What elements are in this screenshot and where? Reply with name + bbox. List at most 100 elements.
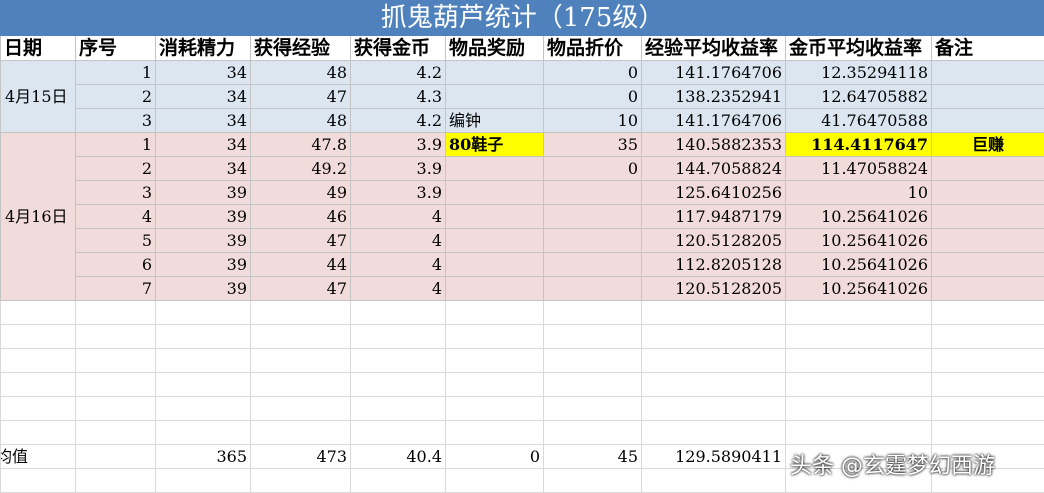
cell: 144.7058824 (641, 156, 786, 181)
empty-cell (75, 468, 156, 493)
cell: 0 (543, 60, 642, 85)
cell: 112.8205128 (641, 252, 786, 277)
empty-cell (785, 372, 932, 397)
cell: 117.9487179 (641, 204, 786, 229)
cell: 10.25641026 (785, 276, 932, 301)
cell: 2 (75, 84, 156, 109)
cell (930, 84, 1044, 109)
cell: 12.35294118 (785, 60, 932, 85)
cell: 6 (75, 252, 156, 277)
empty-cell (0, 396, 76, 421)
cell: 138.2352941 (641, 84, 786, 109)
title-row: 抓鬼葫芦统计（175级） (0, 0, 1044, 36)
cell (543, 180, 642, 205)
empty-cell (0, 300, 76, 325)
cell (75, 444, 156, 469)
cell: 120.5128205 (641, 228, 786, 253)
data-row: 2 34 47 4.3 0 138.2352941 12.64705882 (1, 84, 1044, 109)
cell: 3.9 (350, 156, 446, 181)
empty-cell (0, 348, 76, 373)
cell: 34 (155, 108, 251, 133)
empty-row (0, 348, 1044, 373)
cell: 3.9 (350, 180, 446, 205)
data-row: 2 34 49.2 3.9 0 144.7058824 11.47058824 (1, 156, 1044, 181)
cell: 47 (250, 228, 351, 253)
header-cell: 备注 (930, 35, 1044, 61)
empty-row (0, 468, 1044, 493)
empty-cell (445, 324, 544, 349)
cell: 41.76470588 (785, 108, 932, 133)
cell: 120.5128205 (641, 276, 786, 301)
empty-cell (930, 420, 1044, 445)
empty-cell (350, 372, 446, 397)
cell: 1 (75, 60, 156, 85)
cell: 10.25641026 (785, 204, 932, 229)
header-cell: 日期 (0, 35, 76, 61)
empty-cell (0, 324, 76, 349)
cell (930, 444, 1044, 469)
cell (445, 252, 544, 277)
empty-row (0, 420, 1044, 445)
cell (543, 276, 642, 301)
empty-cell (785, 324, 932, 349)
empty-cell (785, 348, 932, 373)
empty-cell (543, 348, 642, 373)
empty-cell (641, 396, 786, 421)
cell: 4 (350, 228, 446, 253)
cell: 34 (155, 132, 251, 157)
empty-cell (543, 300, 642, 325)
cell: 141.1764706 (641, 108, 786, 133)
cell: 141.1764706 (641, 60, 786, 85)
cell (445, 84, 544, 109)
empty-cell (0, 468, 76, 493)
empty-cell (930, 324, 1044, 349)
cell (543, 204, 642, 229)
empty-cell (641, 348, 786, 373)
data-row: 4 39 46 4 117.9487179 10.25641026 (1, 204, 1044, 229)
cell: 47 (250, 276, 351, 301)
empty-row (0, 324, 1044, 349)
cell: 34 (155, 156, 251, 181)
date-cell: 4月15日 (0, 60, 76, 133)
cell (930, 60, 1044, 85)
cell (445, 156, 544, 181)
cell: 巨赚 (930, 132, 1044, 157)
empty-cell (350, 324, 446, 349)
cell: 39 (155, 252, 251, 277)
cell: 39 (155, 276, 251, 301)
header-cell: 金币平均收益率 (785, 35, 932, 61)
empty-cell (350, 420, 446, 445)
empty-row (0, 372, 1044, 397)
empty-cell (75, 300, 156, 325)
empty-cell (155, 324, 251, 349)
cell (930, 228, 1044, 253)
empty-cell (75, 324, 156, 349)
cell (785, 444, 932, 469)
empty-cell (155, 468, 251, 493)
cell: 3.9 (350, 132, 446, 157)
header-cell: 获得金币 (350, 35, 446, 61)
header-row: 日期 序号 消耗精力 获得经验 获得金币 物品奖励 物品折价 经验平均收益率 金币平均收益率 备注 (0, 35, 1044, 61)
cell: 47 (250, 84, 351, 109)
empty-cell (250, 348, 351, 373)
data-row: 3 39 49 3.9 125.6410256 10 (1, 180, 1044, 205)
empty-cell (641, 324, 786, 349)
empty-cell (75, 420, 156, 445)
empty-cell (350, 396, 446, 421)
empty-row (0, 300, 1044, 325)
cell: 4.2 (350, 108, 446, 133)
empty-cell (250, 300, 351, 325)
cell: 3 (75, 108, 156, 133)
average-label: 均值 (0, 444, 76, 469)
cell: 编钟 (445, 108, 544, 133)
cell (445, 228, 544, 253)
header-cell: 物品奖励 (445, 35, 544, 61)
cell (930, 252, 1044, 277)
title: 抓鬼葫芦统计（175级） (0, 0, 1044, 36)
cell: 0 (543, 156, 642, 181)
empty-cell (250, 420, 351, 445)
cell: 48 (250, 60, 351, 85)
empty-cell (75, 348, 156, 373)
empty-cell (155, 396, 251, 421)
